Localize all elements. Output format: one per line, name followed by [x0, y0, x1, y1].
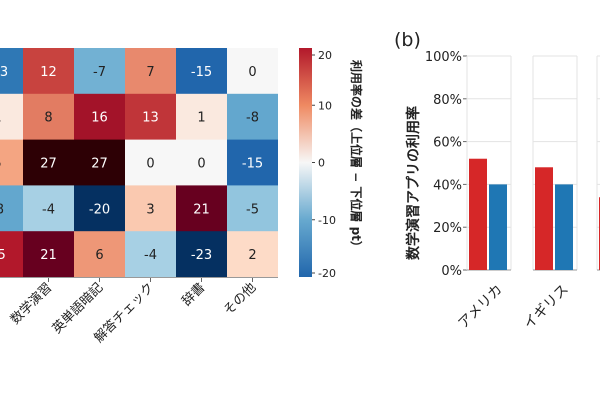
- heatmap-cell-value: -4: [144, 248, 157, 263]
- heatmap-cell: [23, 48, 74, 95]
- heatmap-cell: [227, 93, 278, 141]
- heatmap-cell: [176, 48, 227, 95]
- heatmap-cell-value: 2: [248, 248, 256, 263]
- heatmap-cell-value: 5: [0, 157, 2, 172]
- heatmap-cell: [125, 93, 176, 141]
- heatmap-cell: [176, 139, 227, 186]
- heatmap-cell: [125, 185, 176, 232]
- heatmap-cell-value: 3: [146, 202, 154, 217]
- heatmap-cell: [23, 93, 74, 141]
- colorbar-tick-label: 0: [318, 157, 325, 170]
- bar: [469, 158, 487, 270]
- bar-y-tick-label: 20%: [433, 221, 462, 236]
- heatmap-cell: [0, 139, 23, 186]
- heatmap-x-label: 辞書: [179, 280, 208, 309]
- heatmap-cell-value: 12: [40, 65, 57, 80]
- heatmap-cell-value: 0: [146, 157, 154, 172]
- heatmap-cell-value: -23: [191, 248, 212, 263]
- heatmap-cell: [23, 139, 74, 186]
- heatmap-cell-value: 13: [142, 111, 159, 126]
- colorbar-tick-label: -20: [318, 267, 336, 280]
- heatmap: -13 12 -7 7 -15 0 1 8 16 13 1 -8 5 27 27 0 0 -15 -8 -4 -20 3 2…: [0, 48, 278, 278]
- heatmap-cell: [176, 231, 227, 278]
- heatmap-cell-value: -4: [42, 202, 55, 217]
- heatmap-cell: [74, 231, 125, 278]
- heatmap-cell-value: 1: [0, 111, 2, 126]
- heatmap-cell: [74, 48, 125, 95]
- heatmap-cell: [227, 185, 278, 232]
- heatmap-cell: [227, 231, 278, 278]
- heatmap-cell: [125, 48, 176, 95]
- heatmap-cell: [74, 139, 125, 186]
- heatmap-cell: [74, 93, 125, 141]
- heatmap-cell-value: 21: [40, 248, 57, 263]
- colorbar-tick-label: 20: [318, 49, 332, 62]
- heatmap-cell-value: -8: [246, 111, 259, 126]
- heatmap-cell-value: -20: [89, 202, 110, 217]
- heatmap-cell-value: 27: [40, 157, 57, 172]
- heatmap-cell-value: 15: [0, 248, 6, 263]
- heatmap-cell: [0, 93, 23, 141]
- bar-x-label: イギリス: [521, 282, 572, 333]
- bar-panel: イギリス: [521, 55, 578, 333]
- bar-panel: アメリカ: [455, 55, 512, 332]
- heatmap-cell: [0, 231, 23, 278]
- heatmap-cell: [227, 48, 278, 95]
- heatmap-cell-value: -7: [93, 65, 106, 80]
- heatmap-cell-value: -8: [0, 202, 4, 217]
- colorbar-tick-label: 10: [318, 99, 332, 112]
- heatmap-cell: [74, 185, 125, 232]
- bar-chart: 0%20%40%60%80%100%アメリカイギリスフラ: [425, 50, 600, 332]
- bar: [555, 184, 573, 270]
- heatmap-cell-value: 27: [91, 157, 108, 172]
- heatmap-cell-value: -15: [242, 157, 263, 172]
- bar-y-tick-label: 100%: [425, 50, 462, 65]
- heatmap-cell-value: 0: [248, 65, 256, 80]
- heatmap-cell-value: 6: [95, 248, 103, 263]
- heatmap-cell: [0, 48, 23, 95]
- heatmap-x-label: 数学演習: [7, 280, 55, 328]
- heatmap-cell-value: -5: [246, 202, 259, 217]
- panel-label-b: (b): [394, 29, 421, 51]
- heatmap-cell: [0, 185, 23, 232]
- heatmap-cell: [23, 185, 74, 232]
- bar-y-tick-label: 60%: [433, 136, 462, 151]
- bar-y-tick-label: 80%: [433, 93, 462, 108]
- heatmap-cell-value: -13: [0, 65, 8, 80]
- heatmap-cell-value: -15: [191, 65, 212, 80]
- heatmap-cell: [176, 93, 227, 141]
- bar-y-axis-label: 数学演習アプリの利用率: [405, 106, 422, 260]
- heatmap-cell: [227, 139, 278, 186]
- heatmap-cell-value: 7: [146, 65, 154, 80]
- heatmap-cell-value: 0: [197, 157, 205, 172]
- colorbar-ticks: 20 10 0 -10 -20: [312, 49, 336, 280]
- heatmap-cell-value: 16: [91, 111, 108, 126]
- bar-x-label: アメリカ: [455, 282, 505, 332]
- bar: [535, 167, 553, 270]
- colorbar: [299, 48, 312, 277]
- bar: [489, 184, 507, 270]
- heatmap-cell: [125, 139, 176, 186]
- bar-y-tick-label: 0%: [441, 264, 462, 279]
- heatmap-cell: [125, 231, 176, 278]
- bar-y-tick-label: 40%: [433, 178, 462, 193]
- heatmap-cell: [176, 185, 227, 232]
- heatmap-cell-value: 1: [197, 111, 205, 126]
- heatmap-cell-value: 21: [193, 202, 210, 217]
- colorbar-label: 利用率の差（上位層 − 下位層 pt）: [349, 60, 364, 253]
- heatmap-cell: [23, 231, 74, 278]
- heatmap-x-label: その他: [221, 280, 259, 318]
- heatmap-cell-value: 8: [44, 111, 52, 126]
- colorbar-tick-label: -10: [318, 214, 336, 227]
